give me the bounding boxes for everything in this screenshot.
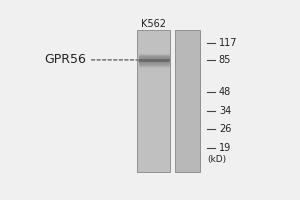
Text: 85: 85 <box>219 55 231 65</box>
Text: 26: 26 <box>219 124 231 134</box>
Text: 48: 48 <box>219 87 231 97</box>
Text: 19: 19 <box>219 143 231 153</box>
Text: 34: 34 <box>219 106 231 116</box>
Text: K562: K562 <box>141 19 166 29</box>
Bar <box>137 30 170 172</box>
Text: (kD): (kD) <box>207 155 226 164</box>
Text: 117: 117 <box>219 38 237 48</box>
Bar <box>175 30 200 172</box>
Text: GPR56: GPR56 <box>44 53 86 66</box>
